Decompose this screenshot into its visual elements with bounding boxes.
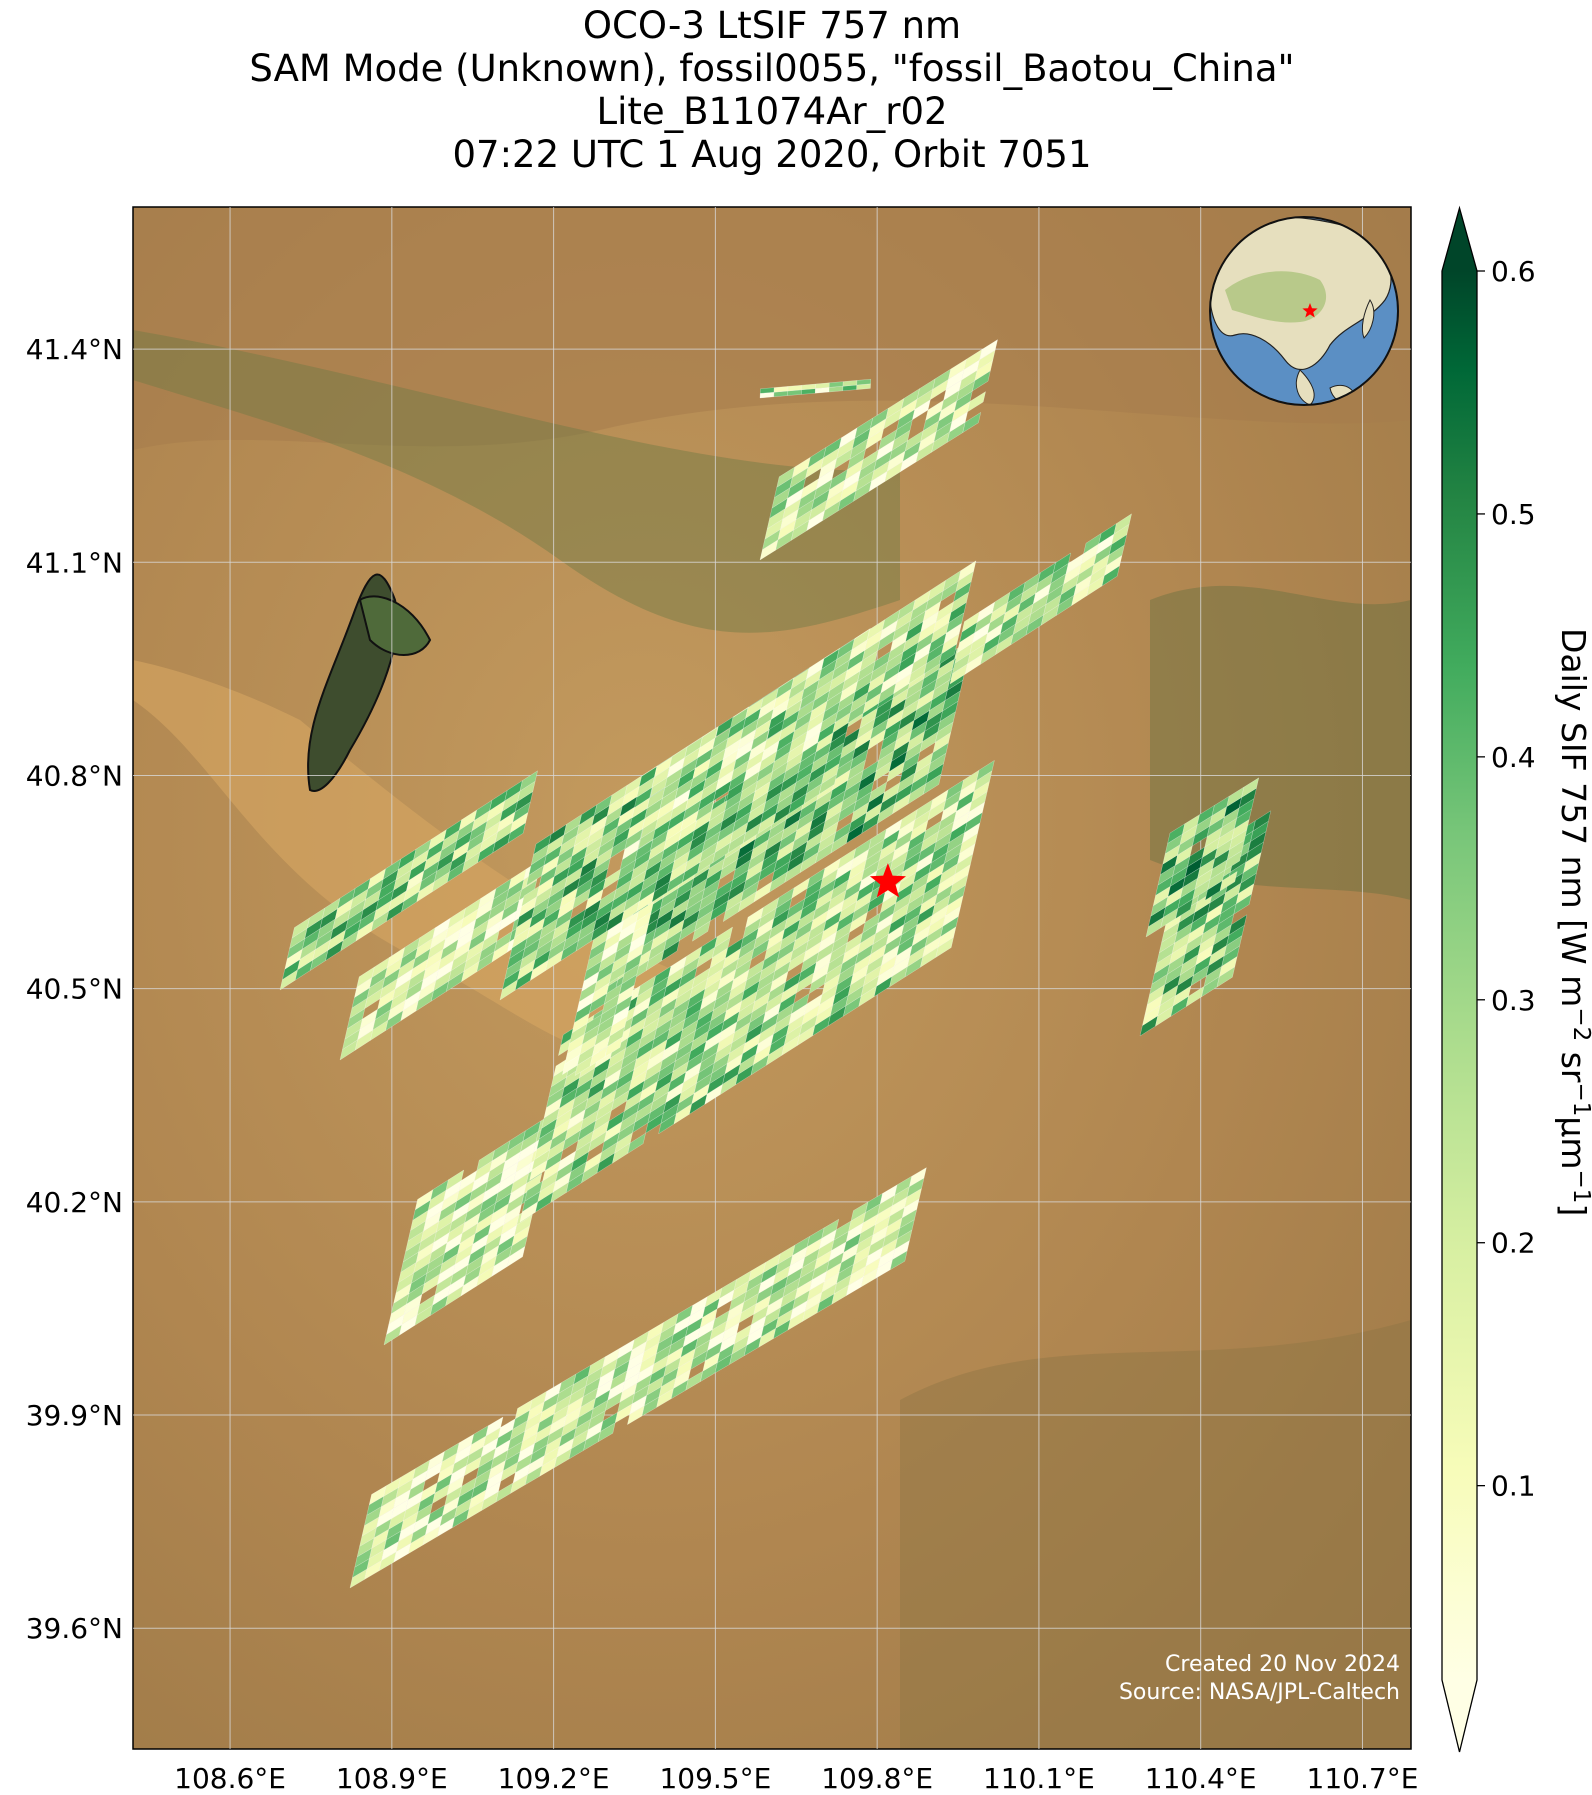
- lon-tick-label: 109.2°E: [498, 1762, 610, 1795]
- sounding-footprint: [967, 391, 986, 413]
- sounding-swath: [383, 1110, 557, 1346]
- sounding-swath: [279, 770, 538, 991]
- sounding-footprint: [962, 411, 982, 434]
- sounding-swath: [562, 901, 654, 1077]
- sounding-footprint: [979, 339, 998, 361]
- title-line-3: Lite_B11074Ar_r02: [596, 90, 948, 133]
- sounding-footprint: [445, 1169, 465, 1191]
- colorbar-tick-label: 0.3: [1491, 984, 1536, 1017]
- lon-tick-label: 109.5°E: [659, 1762, 771, 1795]
- sounding-footprint: [635, 901, 654, 923]
- sounding-footprint: [958, 560, 977, 582]
- sounding-swath: [1145, 777, 1260, 938]
- sounding-footprint: [909, 1167, 927, 1188]
- sounding-footprint: [821, 1218, 840, 1239]
- title-line-2: SAM Mode (Unknown), fossil0055, "fossil_…: [249, 47, 1295, 90]
- sounding-footprint: [1241, 777, 1260, 798]
- source-credit: Source: NASA/JPL-Caltech: [1119, 1680, 1400, 1705]
- title-line-4: 07:22 UTC 1 Aug 2020, Orbit 7051: [452, 133, 1092, 176]
- sounding-footprint: [815, 382, 830, 389]
- sounding-footprint: [856, 378, 872, 386]
- sounding-swath: [759, 378, 872, 399]
- lon-tick-label: 108.6°E: [174, 1762, 286, 1795]
- target-star-icon: [869, 863, 906, 898]
- lat-tick-label: 41.4°N: [26, 333, 123, 366]
- sounding-footprint: [976, 759, 995, 782]
- sounding-footprint: [1113, 513, 1132, 535]
- colorbar-ticks: 0.1 0.2 0.3 0.4 0.5 0.6: [1477, 255, 1536, 1503]
- lon-tick-label: 110.7°E: [1307, 1762, 1419, 1795]
- sounding-footprint: [773, 386, 789, 393]
- lon-tick-label: 110.4°E: [1145, 1762, 1257, 1795]
- sounding-swath: [619, 560, 977, 871]
- colorbar: 0.1 0.2 0.3 0.4 0.5 0.6 Daily SIF 757 nm [W m…: [1441, 205, 1592, 1753]
- lat-tick-label: 39.9°N: [26, 1399, 123, 1432]
- colorbar-tick-label: 0.2: [1491, 1227, 1536, 1260]
- colorbar-extend-high: [1442, 208, 1477, 271]
- colorbar-tick-label: 0.4: [1491, 741, 1536, 774]
- sounding-footprint: [485, 1416, 504, 1437]
- colorbar-extend-low: [1442, 1680, 1477, 1752]
- sounding-footprint: [519, 770, 538, 792]
- inset-globe: [1209, 216, 1399, 406]
- sounding-swath: [349, 1167, 927, 1589]
- sounding-footprint: [759, 387, 775, 394]
- colorbar-label: Daily SIF 757 nm [W m−2 sr−1μm−1]: [1554, 628, 1592, 1216]
- lat-tick-label: 40.2°N: [26, 1186, 123, 1219]
- sounding-swath: [949, 513, 1132, 685]
- map-title: OCO-3 LtSIF 757 nm SAM Mode (Unknown), f…: [133, 4, 1411, 176]
- colorbar-tick-label: 0.5: [1491, 498, 1536, 531]
- sounding-swath: [759, 339, 998, 561]
- lon-tick-label: 108.9°E: [336, 1762, 448, 1795]
- sif-soundings: [279, 339, 1272, 1589]
- sounding-footprint: [787, 384, 803, 392]
- sounding-footprint: [1219, 870, 1238, 892]
- lon-tick-label: 110.1°E: [983, 1762, 1095, 1795]
- globe-target-star-icon: [1302, 303, 1318, 318]
- sounding-footprint: [699, 726, 718, 749]
- sounding-footprint: [801, 383, 816, 391]
- latitude-ticks: 41.4°N 41.1°N 40.8°N 40.5°N 40.2°N 39.9°N 39.6…: [26, 333, 123, 1645]
- colorbar-tick-label: 0.6: [1491, 255, 1536, 288]
- sounding-footprint: [1052, 552, 1072, 574]
- sounding-swath: [519, 759, 995, 1223]
- longitude-ticks: 108.6°E 108.9°E 109.2°E 109.5°E 109.8°E 110.1…: [174, 1762, 1418, 1795]
- lat-tick-label: 39.6°N: [26, 1612, 123, 1645]
- lat-tick-label: 40.5°N: [26, 973, 123, 1006]
- created-credit: Created 20 Nov 2024: [1165, 1652, 1400, 1677]
- map-frame: [132, 206, 1412, 1750]
- sounding-footprint: [1252, 810, 1272, 832]
- lon-tick-label: 109.8°E: [821, 1762, 933, 1795]
- colorbar-tick-label: 0.1: [1491, 1470, 1536, 1503]
- sounding-footprint: [1228, 914, 1248, 936]
- title-line-1: OCO-3 LtSIF 757 nm: [582, 4, 962, 47]
- lat-tick-label: 40.8°N: [26, 759, 123, 792]
- sounding-footprint: [714, 926, 733, 948]
- sounding-footprint: [842, 380, 858, 387]
- sounding-footprint: [828, 381, 844, 388]
- lat-tick-label: 41.1°N: [26, 546, 123, 579]
